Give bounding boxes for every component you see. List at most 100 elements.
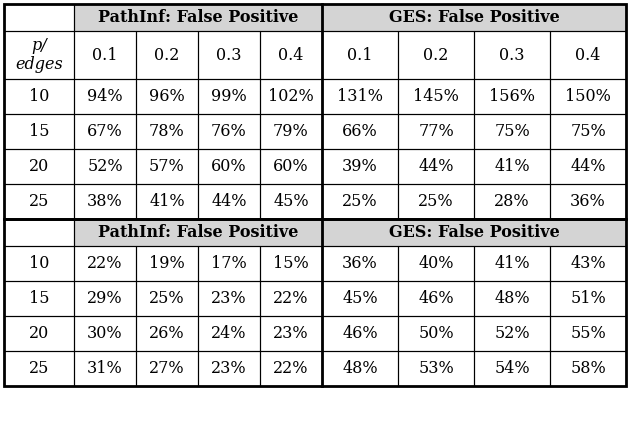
Bar xyxy=(398,184,474,219)
Text: 79%: 79% xyxy=(273,123,309,140)
Bar xyxy=(322,79,398,114)
Text: 48%: 48% xyxy=(494,290,530,307)
Text: 45%: 45% xyxy=(342,290,378,307)
Bar xyxy=(474,184,550,219)
Text: GES: False Positive: GES: False Positive xyxy=(388,9,559,26)
Bar xyxy=(198,351,260,386)
Bar xyxy=(4,79,74,114)
Bar xyxy=(198,316,260,351)
Bar xyxy=(322,219,626,246)
Text: 24%: 24% xyxy=(211,325,247,342)
Bar xyxy=(322,31,398,79)
Bar xyxy=(4,114,74,149)
Bar xyxy=(74,149,136,184)
Bar xyxy=(398,79,474,114)
Text: 50%: 50% xyxy=(418,325,454,342)
Bar xyxy=(398,351,474,386)
Text: 25%: 25% xyxy=(418,193,454,210)
Bar xyxy=(474,31,550,79)
Text: 96%: 96% xyxy=(149,88,185,105)
Text: 30%: 30% xyxy=(87,325,123,342)
Bar xyxy=(4,281,74,316)
Text: 40%: 40% xyxy=(419,255,454,272)
Bar xyxy=(398,31,474,79)
Bar xyxy=(74,79,136,114)
Bar xyxy=(4,316,74,351)
Bar xyxy=(4,114,74,149)
Bar xyxy=(474,79,550,114)
Bar xyxy=(550,31,626,79)
Bar xyxy=(474,351,550,386)
Bar xyxy=(4,219,74,246)
Bar xyxy=(198,184,260,219)
Bar xyxy=(322,184,398,219)
Bar xyxy=(4,149,74,184)
Text: 66%: 66% xyxy=(342,123,378,140)
Text: 29%: 29% xyxy=(87,290,123,307)
Bar xyxy=(398,114,474,149)
Bar xyxy=(550,351,626,386)
Bar xyxy=(136,316,198,351)
Bar xyxy=(260,246,322,281)
Bar xyxy=(136,79,198,114)
Text: 156%: 156% xyxy=(489,88,535,105)
Bar xyxy=(4,149,74,184)
Bar xyxy=(474,246,550,281)
Bar xyxy=(398,351,474,386)
Text: 46%: 46% xyxy=(418,290,454,307)
Bar xyxy=(4,219,626,386)
Text: 46%: 46% xyxy=(342,325,378,342)
Bar xyxy=(322,149,398,184)
Bar xyxy=(74,184,136,219)
Bar xyxy=(260,79,322,114)
Text: 131%: 131% xyxy=(337,88,383,105)
Text: 102%: 102% xyxy=(268,88,314,105)
Bar xyxy=(260,31,322,79)
Bar xyxy=(4,246,74,281)
Text: 0.3: 0.3 xyxy=(216,46,242,63)
Text: 15: 15 xyxy=(29,123,49,140)
Bar xyxy=(4,184,74,219)
Bar xyxy=(74,79,136,114)
Text: 22%: 22% xyxy=(273,290,308,307)
Text: 17%: 17% xyxy=(211,255,247,272)
Text: 36%: 36% xyxy=(342,255,378,272)
Bar xyxy=(136,149,198,184)
Text: 15%: 15% xyxy=(273,255,309,272)
Bar xyxy=(74,149,136,184)
Bar xyxy=(550,149,626,184)
Bar xyxy=(198,316,260,351)
Text: 0.1: 0.1 xyxy=(348,46,372,63)
Bar xyxy=(136,351,198,386)
Bar xyxy=(260,31,322,79)
Bar xyxy=(260,149,322,184)
Bar xyxy=(550,246,626,281)
Text: PathInf: False Positive: PathInf: False Positive xyxy=(98,224,298,241)
Text: 10: 10 xyxy=(29,88,49,105)
Bar xyxy=(322,4,626,31)
Bar xyxy=(398,149,474,184)
Bar xyxy=(550,149,626,184)
Bar xyxy=(398,316,474,351)
Bar xyxy=(198,246,260,281)
Bar xyxy=(198,246,260,281)
Text: 145%: 145% xyxy=(413,88,459,105)
Bar xyxy=(322,4,626,31)
Text: 41%: 41% xyxy=(149,193,185,210)
Bar xyxy=(474,114,550,149)
Text: 0.2: 0.2 xyxy=(423,46,449,63)
Bar xyxy=(74,281,136,316)
Text: 25: 25 xyxy=(29,193,49,210)
Bar xyxy=(74,316,136,351)
Bar xyxy=(474,114,550,149)
Text: 27%: 27% xyxy=(149,360,185,377)
Bar xyxy=(550,246,626,281)
Text: 75%: 75% xyxy=(494,123,530,140)
Bar xyxy=(550,281,626,316)
Bar xyxy=(198,149,260,184)
Bar xyxy=(136,281,198,316)
Bar xyxy=(550,316,626,351)
Bar xyxy=(4,316,74,351)
Bar xyxy=(4,246,74,281)
Text: 36%: 36% xyxy=(570,193,606,210)
